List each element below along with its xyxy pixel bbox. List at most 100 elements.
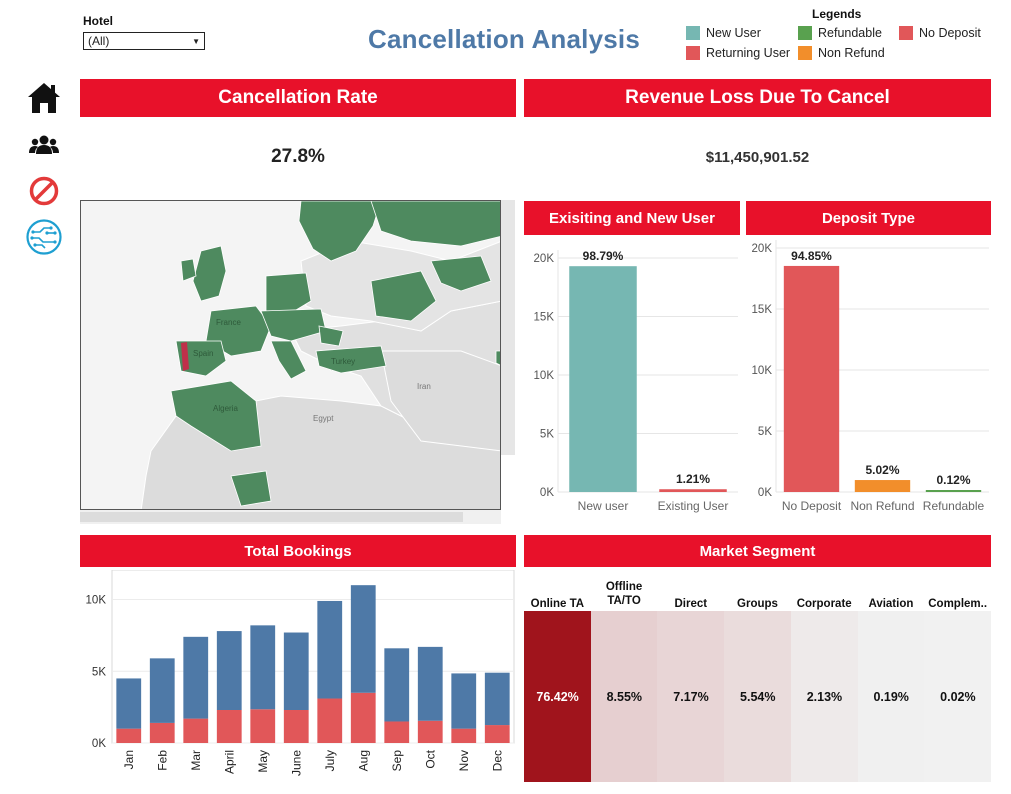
market-segment-column-header: Offline TA/TO <box>605 581 643 607</box>
y-tick-label: 0K <box>758 487 772 499</box>
stacked-bar-segment[interactable] <box>250 625 276 710</box>
market-segment-cell[interactable]: 5.54% <box>724 611 792 782</box>
bar[interactable] <box>783 265 840 492</box>
bar[interactable] <box>925 490 982 492</box>
market-segment-column-header: Aviation <box>868 598 914 610</box>
revenue-loss-header: Revenue Loss Due To Cancel <box>524 79 991 117</box>
x-tick-label: July <box>323 750 337 771</box>
x-tick-label: Aug <box>356 750 370 771</box>
hotel-filter-label: Hotel <box>83 14 113 28</box>
stacked-bar-segment[interactable] <box>350 692 376 743</box>
x-tick-label: Jan <box>122 750 136 769</box>
map-label-france: France <box>216 318 241 327</box>
stacked-bar-segment[interactable] <box>417 646 443 721</box>
bar-value-label: 94.85% <box>791 249 832 263</box>
x-tick-label: Nov <box>457 750 471 771</box>
y-tick-label: 15K <box>752 304 773 316</box>
stacked-bar-segment[interactable] <box>451 728 477 743</box>
cancellation-rate-header: Cancellation Rate <box>80 79 516 117</box>
stacked-bar-segment[interactable] <box>484 672 510 726</box>
y-tick-label: 5K <box>758 426 772 438</box>
x-tick-label: Non Refund <box>850 499 914 513</box>
legend-label: Refundable <box>818 26 882 40</box>
hotel-filter-value: (All) <box>88 34 110 48</box>
scrollbar-thumb[interactable] <box>80 512 463 522</box>
x-tick-label: June <box>289 750 303 776</box>
home-icon[interactable] <box>24 78 64 118</box>
market-segment-cell[interactable]: 8.55% <box>590 611 658 782</box>
map-horizontal-scrollbar[interactable] <box>80 510 501 524</box>
legend-item-no-deposit: No Deposit <box>899 26 981 40</box>
bar-value-label: 5.02% <box>865 463 899 477</box>
legend-item-refundable: Refundable <box>798 26 882 40</box>
stacked-bar-segment[interactable] <box>451 673 477 729</box>
stacked-bar-segment[interactable] <box>183 636 209 719</box>
bookings-bar-chart: 0K 5K 10K Jan Feb Mar April May June July Aug Sep Oc… <box>86 570 515 776</box>
map-label-egypt: Egypt <box>313 414 334 423</box>
x-tick-label: No Deposit <box>782 499 842 513</box>
hotel-filter-select[interactable]: (All) ▼ <box>83 32 205 50</box>
x-tick-label: April <box>222 750 236 774</box>
deposit-chart-header: Deposit Type <box>746 201 991 235</box>
y-tick-label: 10K <box>534 370 555 382</box>
users-icon[interactable] <box>24 125 64 165</box>
x-tick-label: May <box>256 750 270 773</box>
legend-item-new-user: New User <box>686 26 761 40</box>
x-tick-label: Oct <box>423 749 437 768</box>
y-tick-label: 0K <box>92 738 106 750</box>
stacked-bar-segment[interactable] <box>283 710 309 743</box>
legend-label: New User <box>706 26 761 40</box>
legend-label: Non Refund <box>818 46 885 60</box>
stacked-bar-segment[interactable] <box>116 728 142 743</box>
stacked-bar-segment[interactable] <box>250 709 276 743</box>
market-segment-column-header: Online TA <box>530 598 585 610</box>
market-segment-cell[interactable]: 76.42% <box>524 611 592 782</box>
legend-swatch <box>686 46 700 60</box>
stacked-bar-segment[interactable] <box>149 658 175 723</box>
stacked-bar-segment[interactable] <box>384 648 410 722</box>
market-segment-cell[interactable]: 0.19% <box>857 611 925 782</box>
caret-down-icon: ▼ <box>192 36 200 46</box>
market-segment-cell[interactable]: 2.13% <box>790 611 859 782</box>
x-tick-label: Dec <box>490 750 504 771</box>
bar[interactable] <box>659 489 727 492</box>
stacked-bar-segment[interactable] <box>484 725 510 743</box>
market-segment-cell[interactable]: 0.02% <box>924 611 992 782</box>
page-title: Cancellation Analysis <box>368 24 640 54</box>
bar[interactable] <box>569 266 637 492</box>
stacked-bar-segment[interactable] <box>116 678 142 729</box>
bar[interactable] <box>854 480 911 492</box>
stacked-bar-segment[interactable] <box>417 720 443 743</box>
bar-value-label: 1.21% <box>676 472 710 486</box>
no-entry-icon[interactable] <box>24 171 64 211</box>
bookings-chart-header: Total Bookings <box>80 535 516 567</box>
market-segment-column-header: Direct <box>674 598 708 610</box>
y-tick-label: 15K <box>534 312 555 324</box>
stacked-bar-segment[interactable] <box>216 710 242 743</box>
bar-value-label: 0.12% <box>936 473 970 487</box>
stacked-bar-segment[interactable] <box>317 698 343 743</box>
x-tick-label: Feb <box>155 750 169 771</box>
stacked-bar-segment[interactable] <box>183 718 209 743</box>
market-segment-cell[interactable]: 7.17% <box>657 611 725 782</box>
x-tick-label: Mar <box>189 750 203 771</box>
circuit-icon[interactable] <box>24 217 64 257</box>
legend-label: No Deposit <box>919 26 981 40</box>
market-segment-column-header: Groups <box>737 598 778 610</box>
stacked-bar-segment[interactable] <box>216 631 242 710</box>
market-segment-table: Online TA 76.42% Offline TA/TO 8.55% Direct 7.… <box>524 578 992 784</box>
stacked-bar-segment[interactable] <box>149 722 175 743</box>
stacked-bar-segment[interactable] <box>283 632 309 710</box>
cancellation-rate-value: 27.8% <box>271 146 325 167</box>
map-vertical-scrollbar[interactable] <box>501 200 515 455</box>
map-label-algeria: Algeria <box>213 404 238 413</box>
stacked-bar-segment[interactable] <box>317 600 343 699</box>
legend-label: Returning User <box>706 46 791 60</box>
y-tick-label: 10K <box>86 595 107 607</box>
stacked-bar-segment[interactable] <box>350 585 376 693</box>
country-map[interactable]: Iran Egypt Algeria Turkey France Spain <box>80 200 501 510</box>
market-segment-header: Market Segment <box>524 535 991 567</box>
legend-swatch <box>798 46 812 60</box>
stacked-bar-segment[interactable] <box>384 721 410 743</box>
legend-item-returning-user: Returning User <box>686 46 790 60</box>
